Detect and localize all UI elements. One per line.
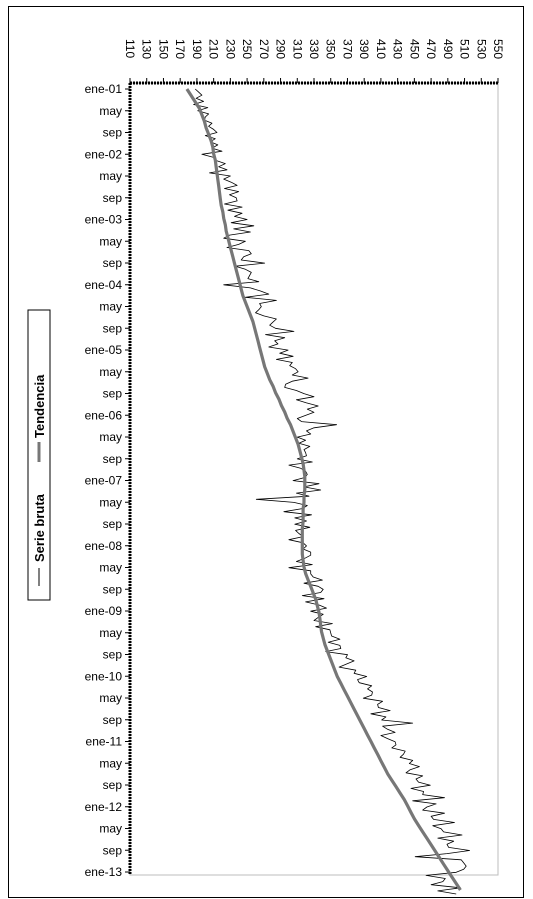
time-tick-label: ene-10 xyxy=(85,669,123,683)
value-tick-label: 150 xyxy=(156,39,170,59)
value-tick-label: 130 xyxy=(140,39,154,59)
time-tick-label: ene-12 xyxy=(85,800,123,814)
time-tick-label: ene-05 xyxy=(85,343,123,357)
time-tick-label: may xyxy=(99,169,122,183)
value-tick-label: 490 xyxy=(441,39,455,59)
time-tick-label: sep xyxy=(103,778,123,792)
time-tick-label: sep xyxy=(103,126,123,140)
time-tick-label: may xyxy=(99,756,122,770)
value-tick-label: 310 xyxy=(290,39,304,59)
time-tick-label: may xyxy=(99,626,122,640)
legend-label-tendencia: Tendencia xyxy=(32,374,47,438)
time-tick-label: sep xyxy=(103,191,123,205)
legend-label-serie-bruta: Serie bruta xyxy=(32,493,47,562)
value-tick-label: 270 xyxy=(257,39,271,59)
value-tick-label: 290 xyxy=(274,39,288,59)
time-tick-label: may xyxy=(99,234,122,248)
time-tick-label: ene-04 xyxy=(85,278,123,292)
time-tick-label: ene-03 xyxy=(85,213,123,227)
value-tick-label: 210 xyxy=(207,39,221,59)
value-tick-label: 330 xyxy=(307,39,321,59)
value-tick-label: 430 xyxy=(391,39,405,59)
value-tick-label: 390 xyxy=(357,39,371,59)
value-tick-label: 410 xyxy=(374,39,388,59)
time-tick-label: may xyxy=(99,365,122,379)
time-tick-label: ene-09 xyxy=(85,604,123,618)
time-tick-label: sep xyxy=(103,387,123,401)
time-tick-label: ene-07 xyxy=(85,474,123,488)
value-tick-label: 250 xyxy=(240,39,254,59)
value-tick-label: 450 xyxy=(407,39,421,59)
time-tick-label: may xyxy=(99,104,122,118)
time-tick-label: ene-02 xyxy=(85,147,123,161)
plot-area xyxy=(129,82,499,876)
value-tick-label: 550 xyxy=(491,39,505,59)
series-layer xyxy=(185,88,471,895)
time-tick-label: ene-01 xyxy=(85,82,123,96)
time-tick-label: may xyxy=(99,300,122,314)
value-tick-label: 170 xyxy=(173,39,187,59)
value-tick-label: 230 xyxy=(223,39,237,59)
time-tick-label: may xyxy=(99,822,122,836)
value-tick-label: 470 xyxy=(424,39,438,59)
time-tick-label: sep xyxy=(103,321,123,335)
time-tick-label: sep xyxy=(103,843,123,857)
time-tick-label: sep xyxy=(103,648,123,662)
chart-frame xyxy=(8,6,524,898)
time-tick-label: may xyxy=(99,561,122,575)
time-tick-label: ene-13 xyxy=(85,865,123,879)
time-tick-label: ene-08 xyxy=(85,539,123,553)
time-tick-label: may xyxy=(99,691,122,705)
time-tick-label: sep xyxy=(103,517,123,531)
plot-border xyxy=(129,82,499,876)
series-line-tendencia xyxy=(185,88,462,891)
time-tick-label: sep xyxy=(103,256,123,270)
value-tick-label: 350 xyxy=(324,39,338,59)
value-tick-label: 370 xyxy=(340,39,354,59)
time-tick-label: sep xyxy=(103,713,123,727)
time-tick-label: may xyxy=(99,495,122,509)
value-tick-label: 190 xyxy=(190,39,204,59)
legend: Serie bruta Tendencia xyxy=(27,309,51,601)
time-tick-label: sep xyxy=(103,452,123,466)
time-tick-label: ene-11 xyxy=(86,735,123,749)
axes: 110 130 150 170 190 210 230 250 270 290 310 330 350 3… xyxy=(85,39,505,879)
time-tick-label: sep xyxy=(103,582,123,596)
value-tick-label: 510 xyxy=(458,39,472,59)
value-tick-label: 110 xyxy=(123,39,137,58)
series-line-serie-bruta xyxy=(193,88,471,895)
time-tick-label: ene-06 xyxy=(85,408,123,422)
value-tick-label: 530 xyxy=(474,39,488,59)
time-tick-label: may xyxy=(99,430,122,444)
